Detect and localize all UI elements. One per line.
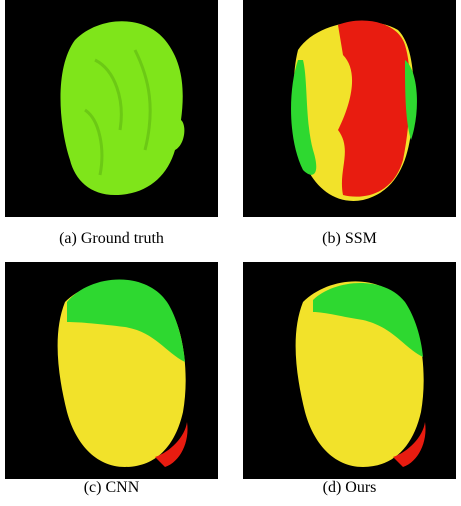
render	[243, 262, 456, 479]
image-cnn	[5, 262, 218, 479]
image-ours	[243, 262, 456, 479]
image-ssm	[243, 0, 456, 217]
caption: (a) Ground truth	[5, 230, 218, 248]
render	[243, 0, 456, 217]
render	[5, 262, 218, 479]
caption: (d) Ours	[243, 479, 456, 497]
caption: (b) SSM	[243, 230, 456, 248]
caption: (c) CNN	[5, 479, 218, 497]
render	[5, 0, 218, 217]
figure: (a) Ground truth (b) SSM (c) CNN (d) Our…	[0, 0, 461, 506]
image-ground-truth	[5, 0, 218, 217]
